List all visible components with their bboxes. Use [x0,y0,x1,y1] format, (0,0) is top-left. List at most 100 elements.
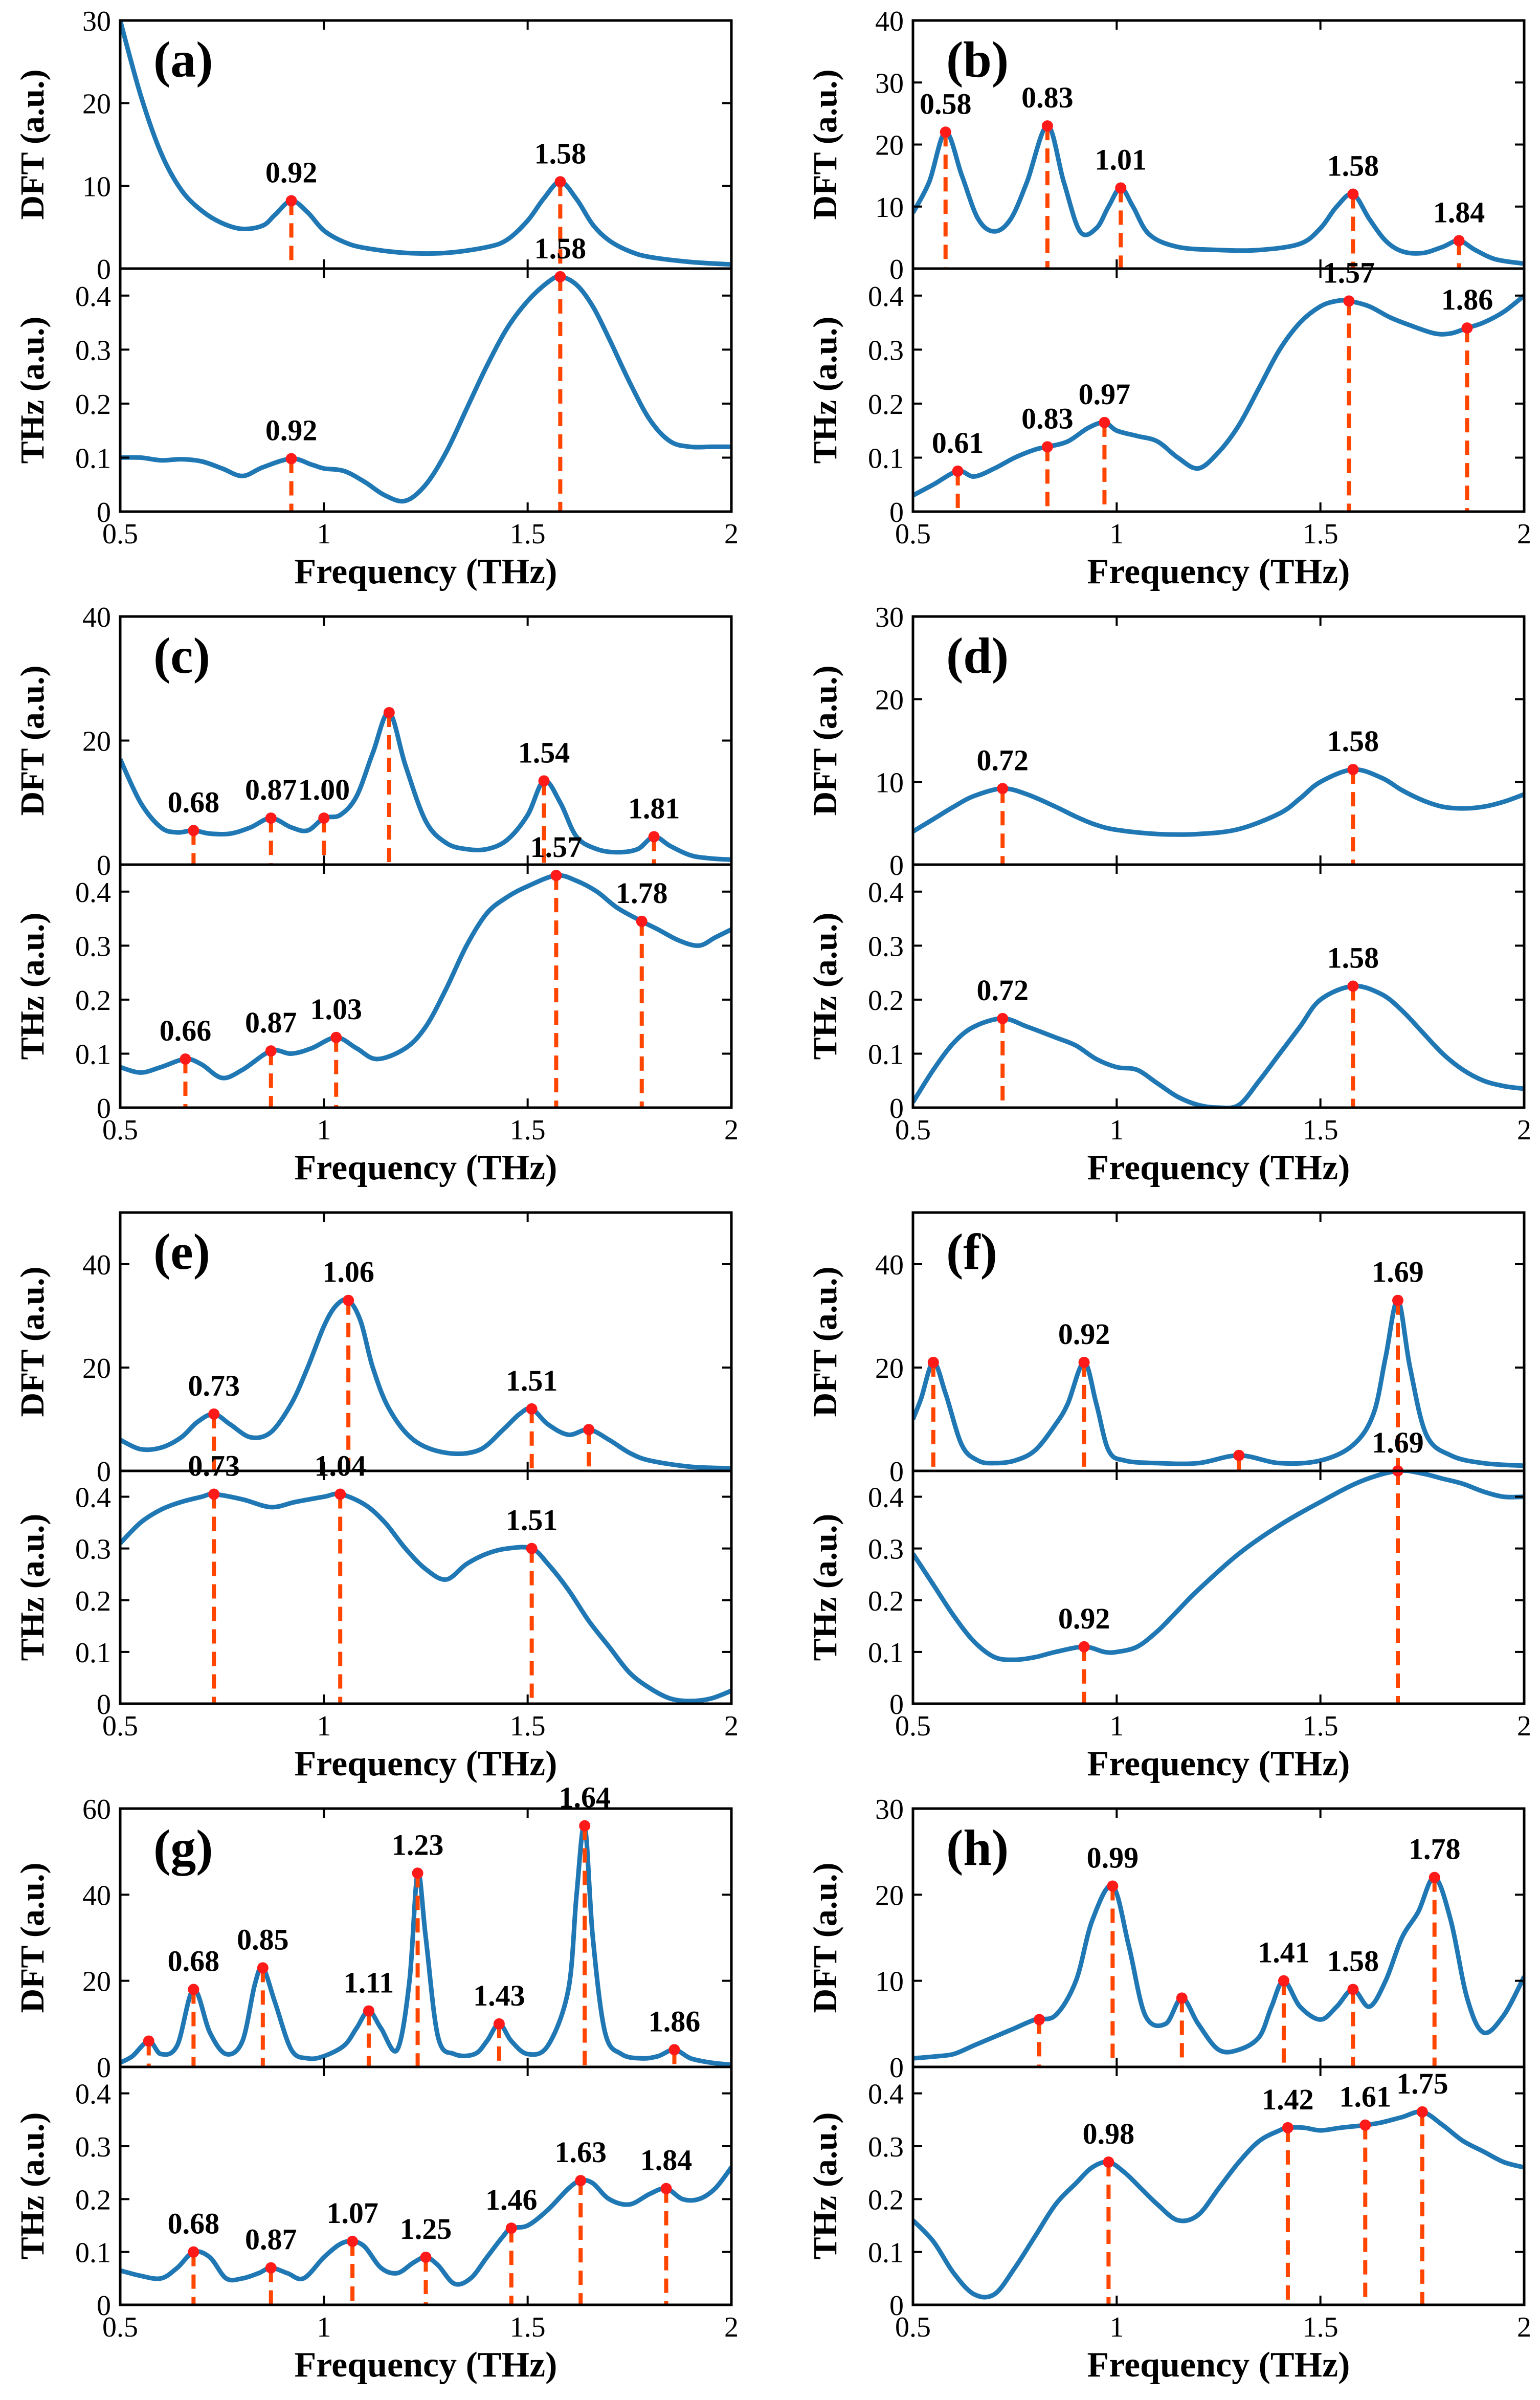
plot-frame [119,267,733,513]
plot-frame [911,267,1526,513]
y-tick-label: 10 [875,1966,904,1998]
y-tick-label: 0.1 [868,443,904,474]
peak-point [363,2005,374,2017]
x-tick-label: 1 [317,1710,331,1742]
y-tick-label: 0.3 [868,2131,904,2163]
peak-label: 1.11 [344,1966,394,1999]
y-tick-label: 0.4 [75,281,111,313]
peak-label: 1.58 [1327,941,1379,975]
peak-label: 1.03 [310,993,362,1026]
x-tick-label: 1 [1109,1114,1124,1146]
y-axis-label: DFT (a.u.) [807,1863,844,2013]
plot-frame [119,1211,733,1472]
peak-label: 1.07 [326,2196,378,2230]
peak-point [526,1403,538,1415]
peak-label: 1.69 [1372,1256,1424,1289]
series-line [120,20,731,267]
y-axis-label: THz (a.u.) [14,317,51,464]
y-tick-label: 10 [82,171,111,203]
y-tick-label: 20 [875,1880,904,1911]
peak-label: 1.57 [1323,256,1375,289]
x-tick-label: 2 [724,1710,739,1742]
y-tick-label: 0 [889,2290,904,2322]
peak-label: 1.57 [530,830,583,864]
peak-label: 1.81 [628,791,680,825]
panel-label: (d) [946,627,1009,684]
panel-label: (h) [946,1819,1009,1876]
y-tick-label: 40 [875,1249,904,1281]
y-tick-label: 0.1 [868,1637,904,1669]
chart-panel-a: 0.92 1.58 0 10 20 30 DFT (a.u.) 0.92 1.58 0 0.1 0.2… [14,6,739,591]
series-line [913,1471,1524,1662]
x-axis-label: Frequency (THz) [295,1744,557,1784]
peak-label: 0.68 [168,785,220,819]
peak-label: 1.58 [1327,1945,1379,1978]
thz-subplot: 0.73 1.04 1.51 0 0.1 0.2 0.3 0.4 THz (a.u.) [14,1449,733,1721]
peak-point [188,825,199,836]
y-axis-label: THz (a.u.) [807,2112,844,2260]
y-tick-label: 0.1 [75,2237,111,2269]
y-tick-label: 0.2 [75,389,111,421]
x-tick-label: 2 [1517,2311,1531,2343]
peak-label: 1.04 [314,1449,366,1483]
y-tick-label: 0.4 [868,877,904,909]
y-tick-label: 0.2 [868,1586,904,1617]
y-tick-label: 0.4 [75,877,111,909]
x-tick-label: 0.5 [102,1114,138,1146]
peak-point [575,2175,587,2187]
peak-point [554,271,566,282]
y-tick-label: 0 [97,1093,111,1125]
peak-point [660,2183,672,2194]
y-axis-label: DFT (a.u.) [14,666,51,816]
peak-label: 0.68 [168,1945,220,1978]
y-tick-label: 20 [82,1353,111,1384]
y-tick-label: 20 [82,726,111,758]
peak-label: 0.87 [245,2223,297,2256]
thz-subplot: 0.68 0.87 1.07 1.25 1.46 1.63 1.84 0 0.1 0.2 0.3 0.… [14,2065,733,2322]
series-line [913,983,1524,1108]
y-tick-label: 0 [97,2052,111,2084]
x-tick-label: 0.5 [895,1710,931,1742]
y-tick-label: 0.3 [75,2131,111,2163]
y-tick-label: 0.2 [75,985,111,1017]
peak-label: 0.98 [1083,2117,1135,2150]
peak-label: 1.46 [485,2183,538,2216]
thz-subplot: 0.72 1.58 0 0.1 0.2 0.3 0.4 THz (a.u.) [807,863,1526,1125]
peak-point [188,1984,199,1995]
peak-point [668,2044,680,2056]
peak-point [1115,182,1127,194]
peak-point [579,1820,591,1832]
peak-label: 0.72 [977,743,1029,777]
dft-subplot: 0.68 0.87 1.00 1.54 1.81 0 20 40 DFT (a.u.) [14,602,733,882]
dft-subplot: 0.99 1.41 1.58 1.78 0 10 20 30 DFT (a.u.) [807,1794,1526,2084]
x-tick-label: 1 [1109,1710,1124,1742]
y-tick-label: 0.3 [868,335,904,366]
y-tick-label: 0.1 [868,1039,904,1070]
peak-label: 1.58 [534,137,587,170]
x-tick-label: 1 [317,518,331,550]
y-tick-label: 0 [889,850,904,882]
peak-point [648,831,660,843]
peak-point [1347,1984,1359,1995]
peak-label: 0.58 [920,87,972,120]
peak-label: 1.51 [506,1504,558,1537]
y-tick-label: 0 [97,2290,111,2322]
x-tick-label: 2 [1517,1114,1531,1146]
plot-frame [119,1469,733,1705]
x-axis-label: Frequency (THz) [1087,2345,1350,2385]
x-tick-label: 1 [1109,2311,1124,2343]
x-axis-label: Frequency (THz) [295,2345,557,2385]
y-axis-label: DFT (a.u.) [14,1267,51,1417]
y-tick-label: 0 [97,850,111,882]
peak-label: 1.54 [518,736,570,769]
y-tick-label: 20 [875,130,904,162]
thz-subplot: 0.61 0.830.97 1.57 1.86 0 0.1 0.2 0.3 0.4 THz (a.… [807,256,1526,529]
peak-point [265,812,277,824]
y-tick-label: 0.2 [868,985,904,1017]
y-tick-label: 0.3 [868,1534,904,1566]
peak-point [493,2018,505,2030]
peak-point [927,1356,939,1368]
